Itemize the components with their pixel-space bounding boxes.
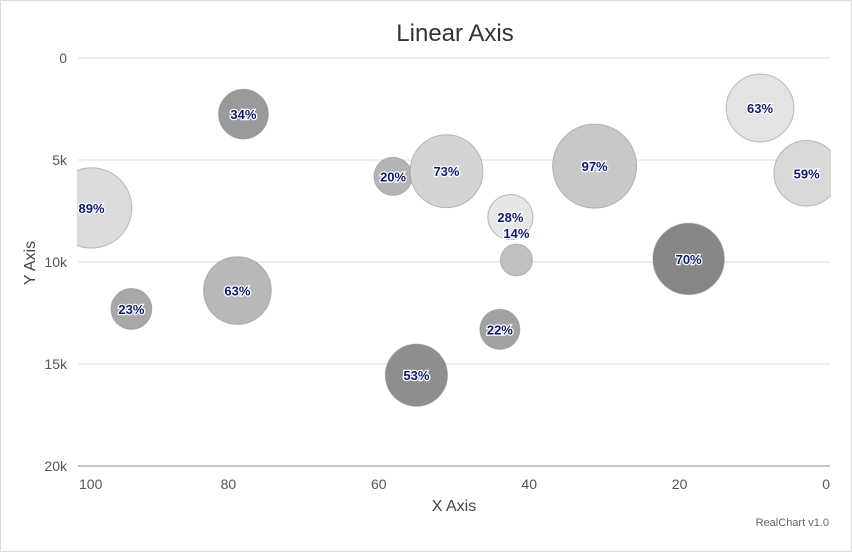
x-axis-label: X Axis — [432, 498, 476, 515]
x-tick-label: 20 — [672, 476, 688, 492]
x-tick-label: 40 — [521, 476, 537, 492]
y-tick-label: 15k — [44, 356, 68, 372]
bubble-data-label: 70% — [676, 252, 702, 267]
bubble-data-label: 22% — [487, 322, 513, 337]
bubble-point[interactable] — [552, 123, 638, 209]
bubble-data-label: 63% — [224, 284, 250, 299]
x-tick-label: 0 — [822, 476, 830, 492]
bubble-point[interactable] — [51, 167, 133, 249]
bubble-data-label: 34% — [230, 107, 256, 122]
bubble-point[interactable] — [203, 256, 272, 325]
bubble-point[interactable] — [409, 134, 484, 209]
bubble-data-label: 20% — [380, 169, 406, 184]
bubble-data-label: 23% — [118, 302, 144, 317]
y-axis-label: Y Axis — [22, 241, 39, 285]
x-tick-label: 80 — [221, 476, 237, 492]
chart-title: Linear Axis — [396, 20, 514, 47]
chart-credit: RealChart v1.0 — [755, 517, 829, 529]
bubble-data-label: 97% — [582, 159, 608, 174]
bubble-point[interactable] — [499, 243, 533, 277]
bubble-point[interactable] — [218, 88, 269, 140]
y-tick-label: 20k — [44, 458, 68, 474]
bubble-data-label: 73% — [433, 164, 459, 179]
bubble-point[interactable] — [725, 73, 795, 143]
bubble-data-label: 59% — [794, 166, 820, 181]
x-tick-label: 60 — [371, 476, 387, 492]
bubble-point[interactable] — [384, 343, 448, 407]
x-tick-label: 100 — [79, 476, 103, 492]
bubble-point[interactable] — [487, 194, 534, 241]
bubble-point[interactable] — [479, 308, 521, 350]
bubble-data-label: 53% — [403, 368, 429, 383]
y-tick-label: 10k — [44, 254, 68, 270]
bubble-data-label: 14% — [503, 226, 529, 241]
bubble-point[interactable] — [110, 287, 153, 330]
y-tick-label: 5k — [52, 152, 68, 168]
y-tick-label: 0 — [59, 50, 67, 66]
bubble-point[interactable] — [773, 140, 840, 207]
bubble-data-label: 63% — [747, 101, 773, 116]
bubble-point[interactable] — [652, 222, 725, 296]
bubble-data-label: 89% — [79, 201, 105, 216]
bubble-data-label: 28% — [497, 210, 523, 225]
